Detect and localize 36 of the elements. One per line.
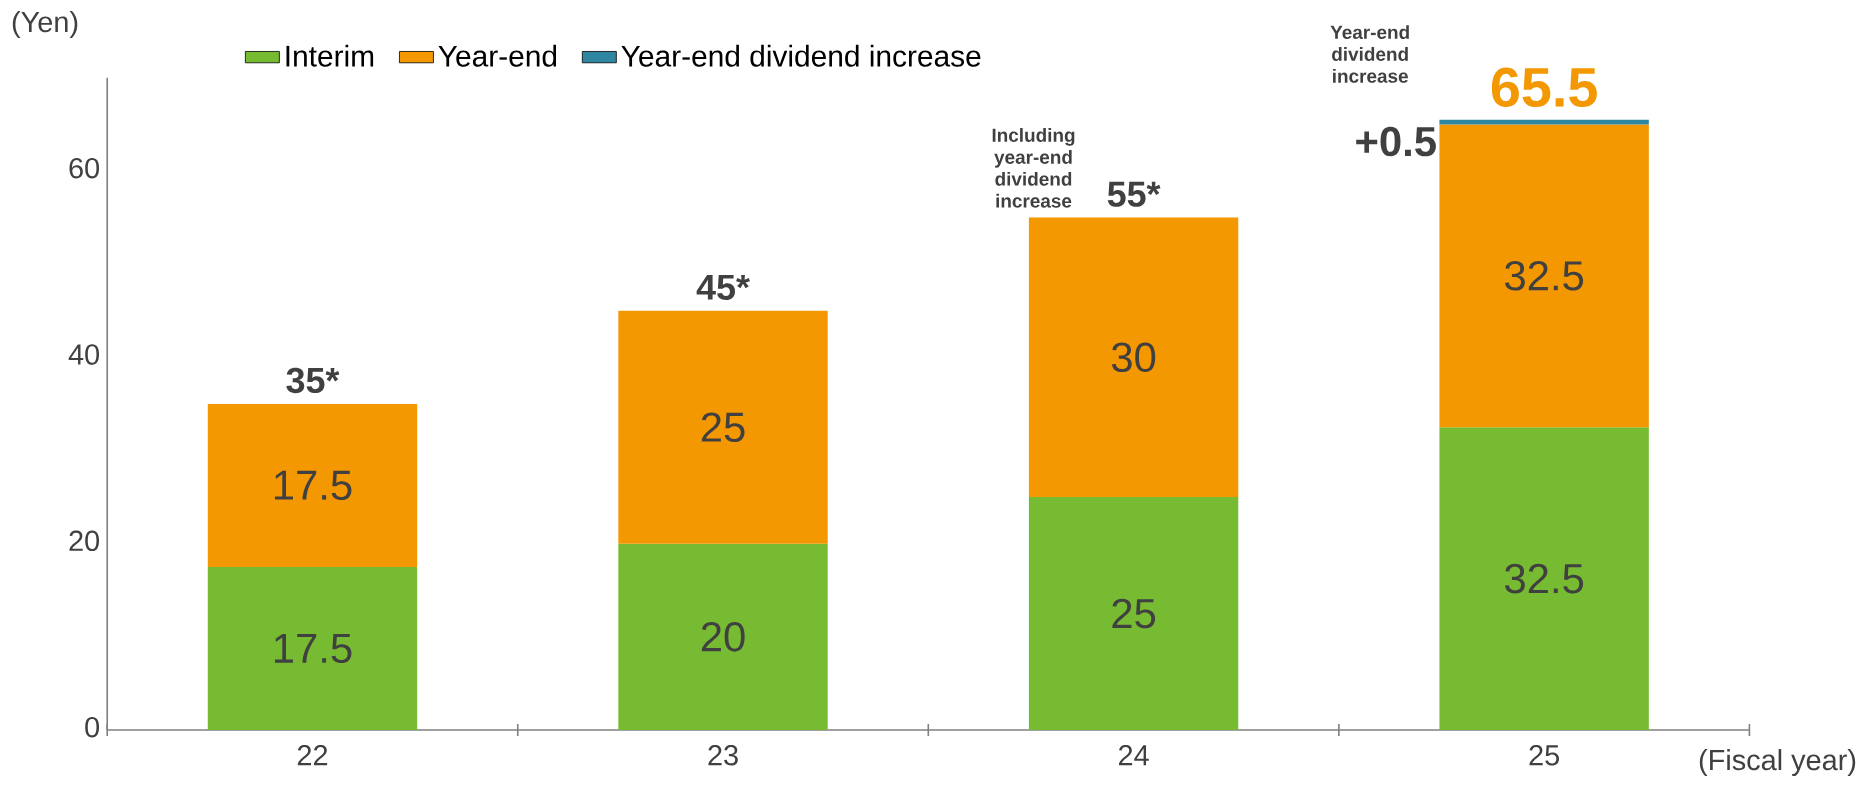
x-tick-label: 24 xyxy=(1118,745,1149,766)
data-label: 17.5 xyxy=(274,470,352,501)
legend-label: Year-end xyxy=(438,44,557,67)
bar xyxy=(1028,497,1239,730)
y-axis-title: (Yen) xyxy=(12,11,78,38)
legend-label: Interim xyxy=(286,44,374,67)
x-tick-label: 25 xyxy=(1529,745,1560,766)
bar xyxy=(618,310,828,544)
total-label: 35* xyxy=(286,367,340,394)
y-tick-label: 40 xyxy=(68,344,100,365)
total-label: 65.5 xyxy=(1491,67,1597,108)
data-label: 17.5 xyxy=(274,633,352,664)
bar xyxy=(207,403,418,567)
bar xyxy=(1439,124,1649,428)
data-label: 25 xyxy=(1112,598,1156,629)
x-tick-label: 23 xyxy=(708,745,738,766)
annotation: Including year-end dividend increase xyxy=(992,128,1075,208)
bar xyxy=(207,566,418,730)
x-axis-title: (Fiscal year) xyxy=(1699,749,1856,776)
total-label: 45* xyxy=(696,274,750,300)
annotation: +0.5 xyxy=(1356,126,1436,157)
y-tick-label: 20 xyxy=(69,530,100,552)
data-label: 30 xyxy=(1111,342,1156,373)
annotation: Year-end dividend increase xyxy=(1330,25,1409,83)
bar xyxy=(618,543,828,730)
data-label: 25 xyxy=(701,412,745,443)
legend-label: Year-end dividend increase xyxy=(621,44,981,67)
data-label: 32.5 xyxy=(1505,260,1584,291)
y-tick-label: 60 xyxy=(69,157,100,179)
bar xyxy=(1439,427,1649,730)
data-label: 20 xyxy=(701,622,745,652)
bar xyxy=(1028,217,1239,498)
y-tick-label: 0 xyxy=(85,716,100,738)
data-label: 32.5 xyxy=(1505,563,1584,594)
total-label: 55* xyxy=(1107,181,1161,207)
x-tick-label: 22 xyxy=(297,745,328,766)
